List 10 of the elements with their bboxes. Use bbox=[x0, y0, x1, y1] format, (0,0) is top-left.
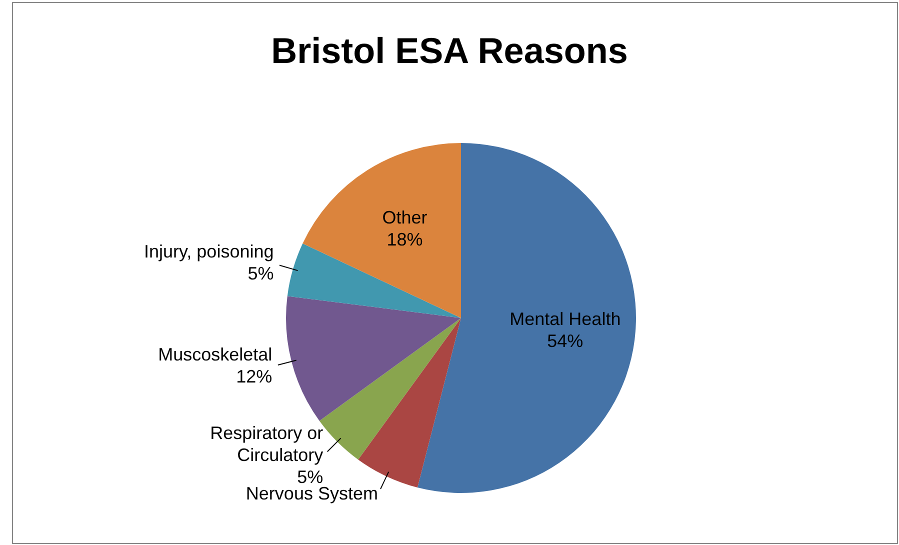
slice-label: Injury, poisoning bbox=[144, 242, 274, 262]
data-label: 5% bbox=[248, 264, 274, 284]
slice-label: Respiratory or Circulatory bbox=[210, 422, 324, 465]
data-label: 18% bbox=[386, 229, 423, 250]
data-label: 12% bbox=[236, 366, 272, 386]
slice-label: Muscoskeletal bbox=[158, 344, 272, 364]
chart-title: Bristol ESA Reasons bbox=[270, 30, 629, 72]
data-label: 54% bbox=[547, 331, 584, 352]
slice-label: Other bbox=[382, 207, 428, 228]
slice-label: Mental Health bbox=[510, 309, 621, 330]
